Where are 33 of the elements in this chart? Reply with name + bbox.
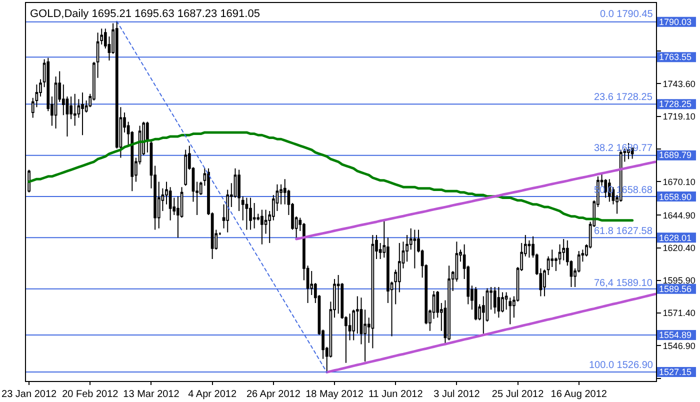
y-tick-label: 1743.60 xyxy=(662,78,696,89)
chart-title: GOLD,Daily 1695.21 1695.63 1687.23 1691.05 xyxy=(30,8,260,20)
y-tick-label: 1670.10 xyxy=(662,176,696,187)
ref-line-label: 1728.25 xyxy=(659,99,692,109)
y-tick-label: 1620.40 xyxy=(662,242,696,253)
ref-line-label: 1763.55 xyxy=(659,52,692,62)
ref-line-label: 1658.90 xyxy=(659,192,692,202)
y-tick-label: 1571.40 xyxy=(662,308,696,318)
y-tick-label: 1595.90 xyxy=(662,276,696,286)
ref-line-label: 1628.01 xyxy=(659,233,692,243)
annotation: 23.6 1728.25 xyxy=(594,92,653,103)
x-tick-label: 11 Jun 2012 xyxy=(368,389,424,400)
x-tick-label: 4 Apr 2012 xyxy=(188,389,237,400)
x-tick-label: 25 Jul 2012 xyxy=(492,389,544,400)
ref-line-label: 1689.79 xyxy=(659,150,692,160)
x-tick-label: 18 May 2012 xyxy=(306,389,364,400)
x-tick-label: 26 Apr 2012 xyxy=(246,389,301,400)
y-tick-label: 1546.90 xyxy=(662,340,696,351)
annotation: 0.0 1790.45 xyxy=(600,9,654,20)
ref-line-label: 1527.15 xyxy=(659,367,692,377)
ref-line-label: 1589.56 xyxy=(659,284,692,294)
x-tick-label: 16 Aug 2012 xyxy=(550,389,608,400)
x-tick-label: 3 Jul 2012 xyxy=(434,389,480,400)
x-tick-label: 20 Feb 2012 xyxy=(62,389,119,400)
y-tick-label: 1644.90 xyxy=(662,210,696,220)
x-tick-label: 13 Mar 2012 xyxy=(123,389,180,400)
ref-line-label: 1790.03 xyxy=(659,17,692,27)
y-tick-label: 1719.10 xyxy=(662,112,696,122)
annotation: 100.0 1526.90 xyxy=(589,360,654,371)
x-tick-label: 23 Jan 2012 xyxy=(2,389,58,400)
annotation: 61.8 1627.58 xyxy=(594,226,653,237)
annotation: 76,4 1589.10 xyxy=(594,278,653,289)
ref-line-label: 1554.89 xyxy=(659,330,692,340)
